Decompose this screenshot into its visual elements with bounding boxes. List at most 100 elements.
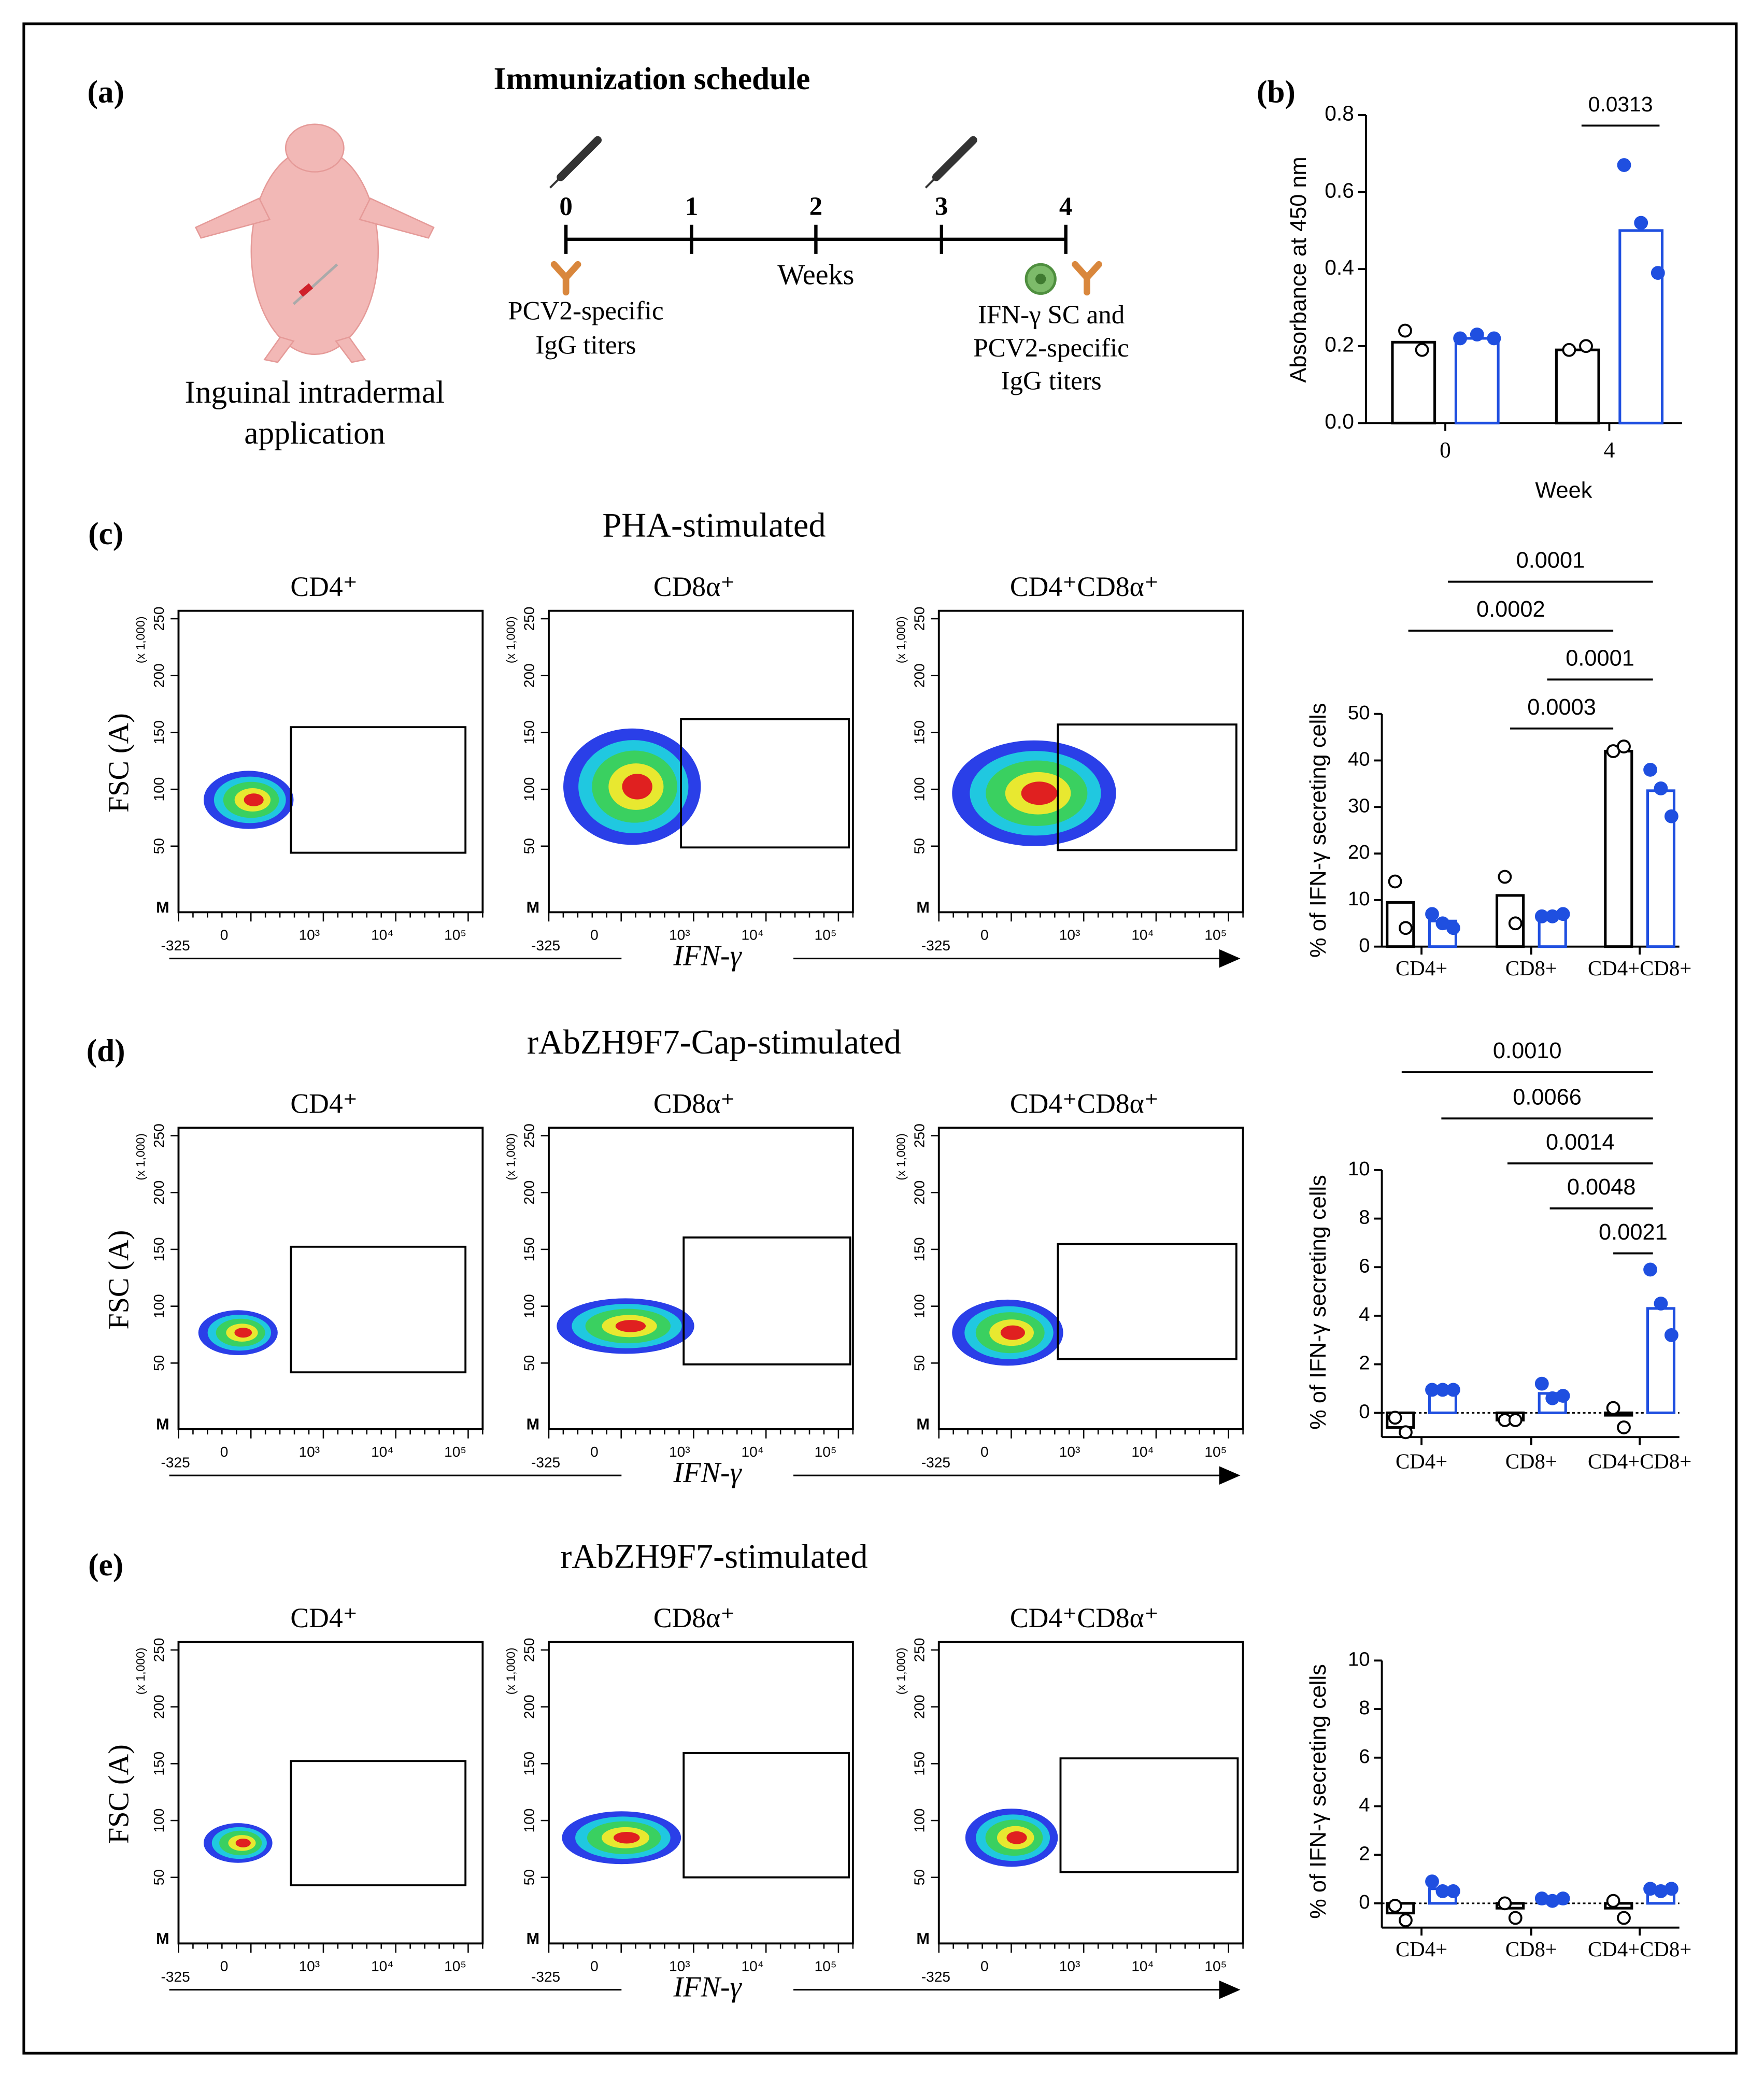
week-label: 0 bbox=[559, 192, 573, 221]
plot-title: CD4⁺CD8α⁺ bbox=[1010, 1088, 1159, 1119]
x-tick-label: 10³ bbox=[669, 1444, 690, 1460]
data-point bbox=[1399, 1425, 1413, 1440]
y-tick-label: 150 bbox=[911, 720, 927, 745]
data-point bbox=[1579, 339, 1593, 353]
y-tick-label: 20 bbox=[1348, 841, 1370, 863]
data-point bbox=[1634, 216, 1648, 230]
data-point bbox=[1556, 907, 1570, 921]
data-point bbox=[1654, 1297, 1668, 1311]
schedule-title: Immunization schedule bbox=[494, 61, 810, 96]
y-tick-label: 50 bbox=[151, 838, 167, 854]
y-tick-label: 100 bbox=[151, 1294, 167, 1318]
x-arrowhead bbox=[1219, 949, 1241, 968]
data-point bbox=[1606, 1401, 1620, 1415]
y-tick-label: 100 bbox=[911, 1809, 927, 1833]
y-tick-label: 200 bbox=[521, 1695, 537, 1719]
gate bbox=[290, 726, 467, 854]
y-tick-label: 250 bbox=[521, 607, 537, 631]
corner-mark: M bbox=[916, 899, 930, 916]
y-tick-label: 250 bbox=[521, 1123, 537, 1148]
bar bbox=[1454, 337, 1500, 424]
density-region bbox=[614, 1831, 640, 1844]
x-tick-label: CD8+ bbox=[1505, 1938, 1557, 1961]
x-tick-label: 0 bbox=[220, 1444, 229, 1460]
x-tick-label: -325 bbox=[531, 937, 560, 954]
data-point bbox=[1388, 1411, 1402, 1425]
data-point bbox=[1643, 763, 1657, 777]
panel-label: (c) bbox=[88, 516, 123, 551]
x-tick-label: 10⁵ bbox=[444, 1958, 466, 1974]
antibody-icon bbox=[1072, 261, 1102, 296]
y-tick-label: 10 bbox=[1348, 888, 1370, 910]
y-tick-label: 100 bbox=[911, 1294, 927, 1318]
illustration-caption: application bbox=[244, 416, 385, 451]
plot-frame bbox=[937, 1641, 1244, 1945]
x-arrowhead bbox=[1219, 1466, 1241, 1485]
plot-title: CD4⁺ bbox=[290, 1088, 358, 1119]
x-tick-label: 0 bbox=[590, 1444, 599, 1460]
cell-nucleus bbox=[1035, 274, 1046, 284]
sample-label: IgG titers bbox=[535, 331, 636, 360]
gate bbox=[1059, 1757, 1239, 1873]
y-axis-label: FSC (A) bbox=[103, 713, 135, 813]
density-region bbox=[615, 1320, 646, 1332]
y-tick-label: 50 bbox=[151, 1355, 167, 1371]
data-point bbox=[1562, 343, 1576, 357]
data-point bbox=[1399, 1913, 1413, 1928]
x-tick-label: -325 bbox=[531, 1455, 560, 1471]
x-tick-label: -325 bbox=[921, 1969, 950, 1985]
x-tick-label: -325 bbox=[921, 1455, 950, 1471]
x-tick-label: 4 bbox=[1604, 437, 1615, 462]
y-tick-label: 0.0 bbox=[1325, 409, 1354, 433]
x-tick-label: 10³ bbox=[669, 1958, 690, 1974]
y-tick-label: 250 bbox=[521, 1638, 537, 1662]
panel-label: (d) bbox=[87, 1033, 125, 1068]
x-tick-label: 10³ bbox=[299, 1444, 320, 1460]
data-point bbox=[1617, 1911, 1631, 1925]
y-axis-label: % of IFN-γ secreting cells bbox=[1306, 1664, 1331, 1919]
p-value: 0.0021 bbox=[1599, 1220, 1668, 1245]
antibody-icon bbox=[550, 261, 581, 296]
x-tick-label: 10⁵ bbox=[815, 1958, 837, 1974]
y-tick-label: 200 bbox=[151, 663, 167, 688]
corner-mark: M bbox=[916, 1930, 930, 1947]
pig-illustration bbox=[194, 123, 435, 363]
plot-title: CD8α⁺ bbox=[653, 1602, 735, 1633]
y-tick-label: 150 bbox=[911, 1752, 927, 1776]
data-point bbox=[1470, 328, 1484, 342]
x-tick-label: 10³ bbox=[1059, 1444, 1080, 1460]
x-tick-label: CD4+CD8+ bbox=[1588, 1450, 1691, 1473]
data-point bbox=[1446, 1884, 1460, 1898]
panel-title: PHA-stimulated bbox=[602, 507, 826, 545]
week-label: 4 bbox=[1059, 192, 1073, 221]
data-point bbox=[1508, 916, 1523, 931]
y-tick-label: 250 bbox=[911, 607, 927, 631]
x-axis-label: IFN-γ bbox=[673, 940, 743, 972]
y-tick-label: 250 bbox=[911, 1638, 927, 1662]
data-point bbox=[1508, 1413, 1523, 1427]
week-label: 2 bbox=[809, 192, 823, 221]
y-tick-label: 50 bbox=[911, 838, 927, 854]
x-tick-label: 10⁵ bbox=[1204, 927, 1227, 943]
plot-frame bbox=[177, 1127, 484, 1430]
y-tick-label: 50 bbox=[151, 1869, 167, 1885]
x-tick-label: CD4+CD8+ bbox=[1588, 1938, 1691, 1961]
density-region bbox=[1021, 781, 1058, 805]
y-tick-label: 0.6 bbox=[1325, 178, 1354, 202]
data-point bbox=[1664, 1882, 1678, 1896]
y-axis-label: % of IFN-γ secreting cells bbox=[1306, 1175, 1331, 1430]
y-tick-label: 8 bbox=[1359, 1206, 1370, 1229]
sample-label: IFN-γ SC and bbox=[978, 301, 1125, 330]
x-tick-label: -325 bbox=[161, 1969, 190, 1985]
data-point bbox=[1643, 1262, 1657, 1277]
data-point bbox=[1498, 1896, 1512, 1911]
data-point bbox=[1664, 809, 1678, 823]
y-tick-label: 150 bbox=[521, 1237, 537, 1262]
sample-label: PCV2-specific bbox=[973, 334, 1129, 363]
y-unit: (x 1,000) bbox=[134, 1133, 147, 1180]
density-region bbox=[1006, 1831, 1027, 1844]
syringe-icon bbox=[932, 136, 977, 181]
p-value: 0.0001 bbox=[1566, 646, 1634, 671]
y-tick-label: 40 bbox=[1348, 748, 1370, 771]
p-value: 0.0014 bbox=[1546, 1130, 1615, 1155]
